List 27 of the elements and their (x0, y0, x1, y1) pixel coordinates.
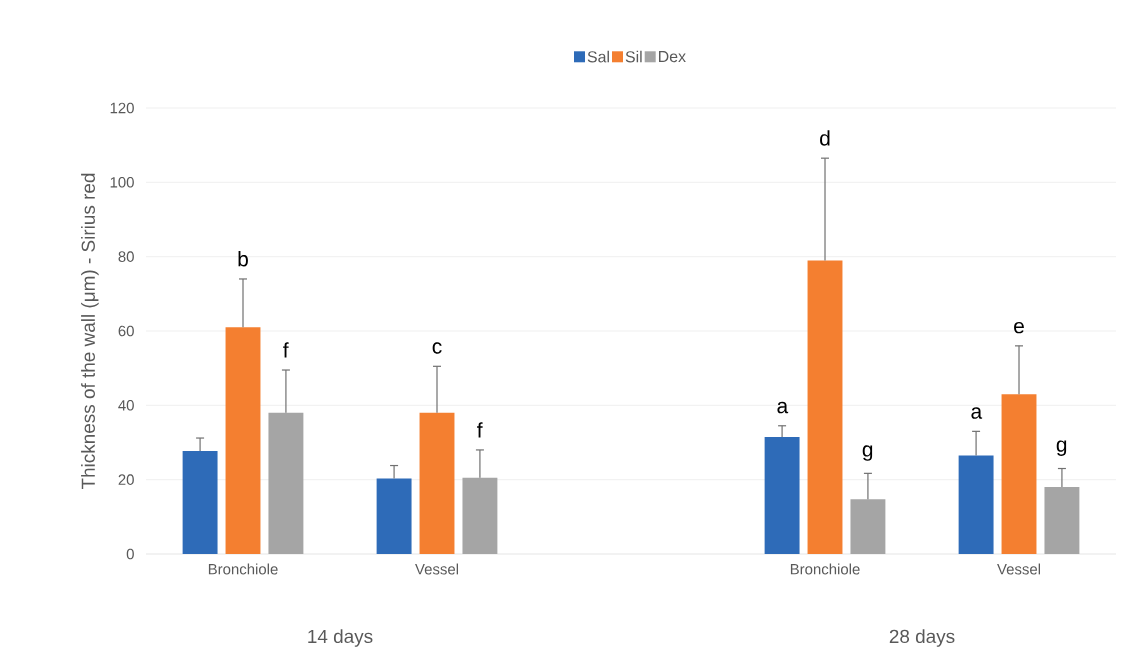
annotation: g (1056, 440, 1067, 456)
annotation: f (477, 422, 483, 438)
annotation: g (862, 445, 873, 461)
y-axis-title: Thickness of the wall (μm) - Sirius red (81, 173, 99, 490)
y-tick-label: 20 (118, 474, 134, 485)
x-tick-label: Bronchiole (790, 563, 860, 575)
x-tick-label: Vessel (415, 563, 459, 575)
annotation: a (971, 407, 983, 419)
annotation: c (432, 342, 442, 354)
y-tick-label: 0 (126, 548, 134, 560)
x-tick-label: Vessel (997, 563, 1041, 575)
annotation: f (283, 342, 289, 358)
annotation: d (820, 130, 830, 146)
y-tick-label: 120 (110, 102, 134, 114)
legend-label: Sal (587, 50, 609, 63)
text: 28 days (889, 629, 955, 647)
annotation: a (777, 401, 789, 414)
y-tick-label: 80 (118, 251, 134, 262)
text: 14 days (308, 629, 373, 647)
y-tick-label: 40 (118, 400, 134, 411)
annotation: e (1014, 321, 1024, 334)
legend-label: Dex (659, 51, 686, 63)
x-tick-label: Bronchiole (208, 563, 278, 575)
legend-label: Sil (625, 50, 642, 63)
annotation: b (238, 251, 248, 267)
y-tick-label: 60 (118, 325, 134, 337)
y-tick-label: 100 (110, 177, 134, 188)
